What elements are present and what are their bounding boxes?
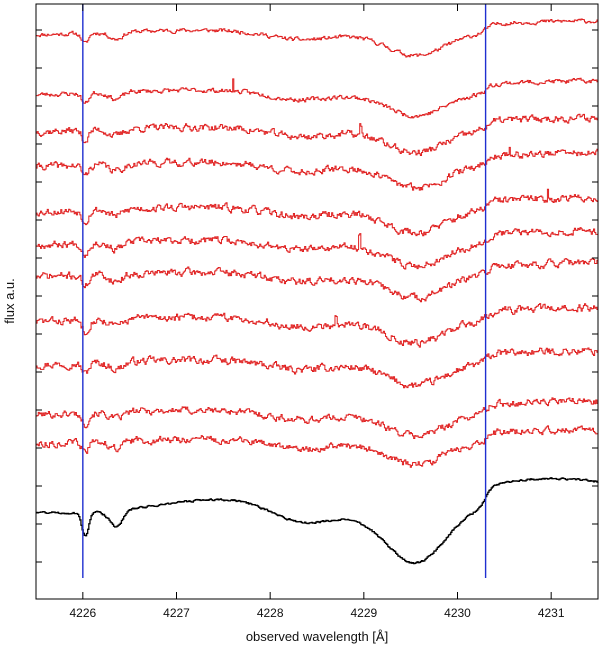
x-tick-label: 4228 (257, 606, 284, 620)
observed-spectrum-line-1 (36, 18, 599, 58)
observed-spectrum-line-9 (36, 347, 599, 389)
observed-spectrum-line-4 (36, 146, 599, 191)
plot-frame (35, 3, 599, 600)
observed-spectrum-line-11 (36, 425, 599, 468)
x-axis-label: observed wavelength [Å] (246, 629, 388, 644)
observed-spectrum-line-7 (36, 257, 599, 303)
observed-spectrum-line-6 (36, 227, 599, 270)
tick-layer: 4226 4227 4228 4229 4230 4231 (36, 4, 598, 620)
x-tick-label: 4231 (538, 606, 565, 620)
observed-spectrum-line-10 (36, 397, 599, 439)
observed-spectrum-line-2 (36, 77, 599, 119)
x-tick-label: 4226 (69, 606, 96, 620)
template-spectrum-line (36, 477, 599, 565)
observed-spectrum-line-8 (36, 303, 599, 348)
x-tick-label: 4227 (163, 606, 190, 620)
y-axis-label: flux a.u. (2, 278, 17, 324)
observed-spectrum-line-3 (36, 113, 599, 156)
series-layer (36, 18, 599, 565)
vertical-marker-layer (82, 4, 487, 578)
x-tick-label: 4229 (350, 606, 377, 620)
x-tick-label: 4230 (444, 606, 471, 620)
observed-spectrum-line-5 (36, 188, 599, 237)
